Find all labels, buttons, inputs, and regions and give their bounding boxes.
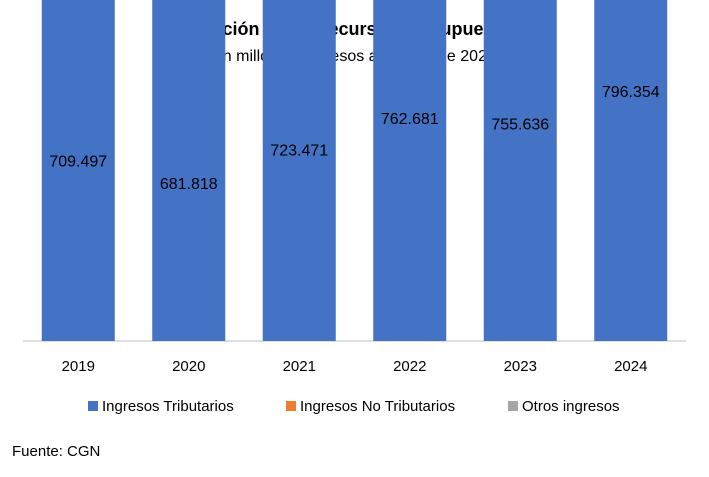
bar-segment xyxy=(262,0,336,341)
x-tick-label: 2020 xyxy=(172,358,205,375)
legend-label: Ingresos Tributarios xyxy=(102,398,234,415)
total-label: 762.681 xyxy=(381,111,439,128)
x-tick-label: 2021 xyxy=(283,358,316,375)
chart-subtitle: En millones de pesos a valores de 2024 xyxy=(212,48,496,65)
total-label: 723.471 xyxy=(270,142,328,159)
bar-segment xyxy=(373,0,447,341)
bar-segment xyxy=(152,0,226,341)
x-tick-label: 2023 xyxy=(504,358,537,375)
bar-segment xyxy=(483,0,557,341)
bar-segment xyxy=(41,0,115,341)
legend-label: Otros ingresos xyxy=(522,398,620,415)
legend-swatch xyxy=(286,401,296,411)
legend-swatch xyxy=(88,401,98,411)
legend-swatch xyxy=(508,401,518,411)
total-label: 796.354 xyxy=(602,84,660,101)
source: Fuente: CGN xyxy=(12,443,100,460)
x-tick-label: 2024 xyxy=(614,358,647,375)
x-tick-label: 2022 xyxy=(393,358,426,375)
total-label: 709.497 xyxy=(49,154,107,171)
legend-label: Ingresos No Tributarios xyxy=(300,398,455,415)
total-label: 681.818 xyxy=(160,176,218,193)
bar-segment xyxy=(594,0,668,341)
total-label: 755.636 xyxy=(491,117,549,134)
x-tick-label: 2019 xyxy=(62,358,95,375)
chart-title: Evolución de los recursos presupuestales xyxy=(173,19,534,39)
